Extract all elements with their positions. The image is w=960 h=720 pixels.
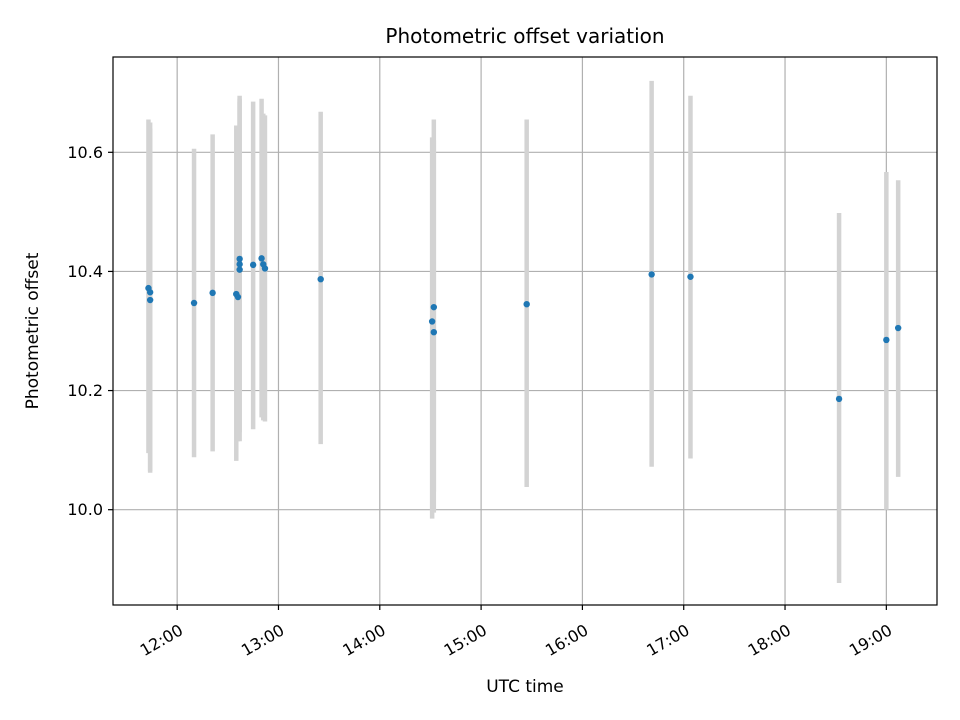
data-point xyxy=(209,289,216,297)
y-tick-label: 10.4 xyxy=(67,262,103,281)
data-point xyxy=(236,261,243,268)
data-point xyxy=(648,271,655,278)
data-point xyxy=(317,275,324,283)
data-point xyxy=(258,255,265,262)
data-points xyxy=(145,255,902,403)
data-point xyxy=(236,255,243,263)
data-point xyxy=(190,299,198,307)
data-point xyxy=(523,300,530,308)
data-point xyxy=(894,324,902,332)
data-point xyxy=(883,336,890,344)
data-point xyxy=(261,265,269,272)
data-point xyxy=(249,261,257,269)
data-point xyxy=(234,293,242,301)
data-point xyxy=(146,296,154,304)
grid xyxy=(113,57,937,605)
data-point xyxy=(236,266,243,273)
plot-area-frame xyxy=(112,56,938,606)
data-point xyxy=(430,303,438,311)
data-point xyxy=(146,289,154,296)
x-axis-label: UTC time xyxy=(486,677,564,697)
chart-title: Photometric offset variation xyxy=(385,24,664,48)
y-tick-label: 10.0 xyxy=(67,500,103,519)
data-point xyxy=(835,395,843,403)
y-axis-label: Photometric offset xyxy=(23,252,43,409)
data-point xyxy=(430,328,438,336)
y-tick-label: 10.6 xyxy=(67,143,103,162)
y-tick-label: 10.2 xyxy=(67,381,103,400)
data-point xyxy=(428,318,436,325)
data-point xyxy=(687,273,694,280)
